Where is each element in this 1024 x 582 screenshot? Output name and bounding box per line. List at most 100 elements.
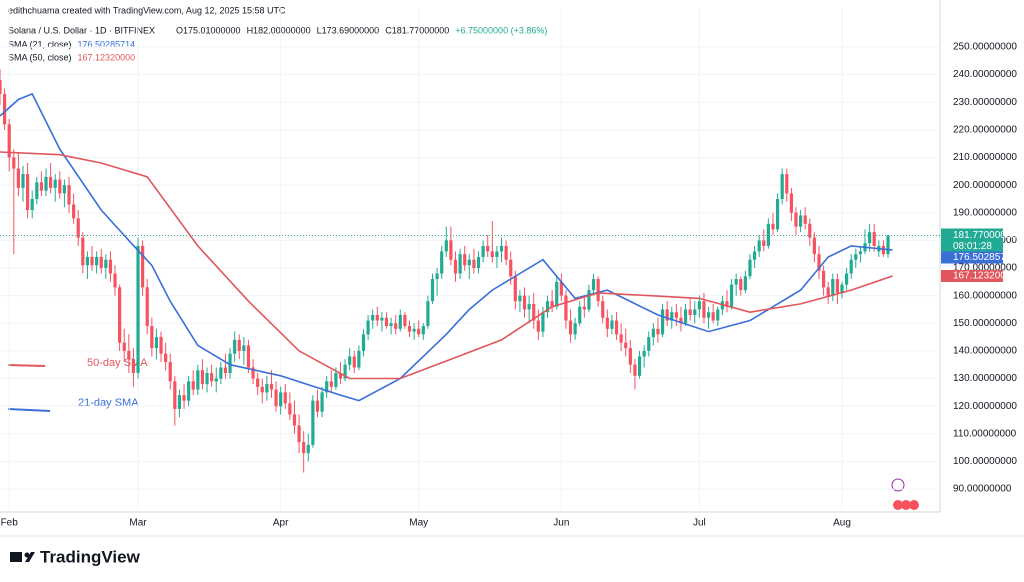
candle-body bbox=[292, 414, 297, 426]
x-tick-label: Aug bbox=[833, 518, 851, 529]
candle-body bbox=[76, 218, 80, 238]
candle-body bbox=[665, 309, 669, 321]
candle-body bbox=[426, 301, 430, 327]
candle-body bbox=[858, 251, 863, 255]
candle-body bbox=[794, 212, 798, 227]
ohlc-label: L173.69000000 bbox=[317, 25, 380, 35]
candle-body bbox=[578, 306, 582, 324]
candle-body bbox=[85, 256, 90, 266]
candle-body bbox=[375, 314, 379, 321]
legend-value: 167.12320000 bbox=[78, 52, 136, 62]
candle-body bbox=[527, 303, 531, 310]
annotation-line bbox=[7, 364, 46, 367]
candle-body bbox=[380, 317, 384, 321]
candle-body bbox=[205, 373, 209, 385]
y-tick-label: 160.00000000 bbox=[953, 290, 1017, 301]
candle-body bbox=[283, 392, 287, 404]
candle-body bbox=[881, 245, 886, 255]
candle-body bbox=[265, 384, 269, 393]
candle-body bbox=[412, 328, 416, 332]
candle-body bbox=[647, 337, 651, 351]
y-tick-label: 210.00000000 bbox=[953, 152, 1017, 163]
candle-body bbox=[670, 312, 674, 321]
candle-body bbox=[472, 259, 476, 269]
legend-entry: SMA (50, close) bbox=[8, 52, 72, 62]
y-tick-label: 170.00000000 bbox=[953, 263, 1017, 274]
candle-body bbox=[536, 320, 540, 332]
candle-body bbox=[118, 287, 122, 343]
candle-body bbox=[449, 240, 453, 260]
candle-body bbox=[131, 359, 136, 374]
candle-body bbox=[693, 309, 697, 315]
candle-body bbox=[182, 395, 186, 401]
candle-body bbox=[660, 309, 665, 335]
candle-body bbox=[384, 317, 389, 327]
candle-body bbox=[361, 334, 366, 351]
candle-body bbox=[716, 309, 720, 321]
candle-body bbox=[499, 245, 504, 252]
credit: edithchuama created with TradingView.com… bbox=[8, 5, 286, 15]
y-tick-label: 150.00000000 bbox=[953, 318, 1017, 329]
candle-body bbox=[371, 314, 375, 321]
candle-body bbox=[53, 179, 57, 188]
candle-body bbox=[352, 356, 356, 368]
candle-body bbox=[274, 389, 278, 407]
x-tick-label: Apr bbox=[273, 518, 289, 529]
candle-body bbox=[656, 328, 660, 335]
candle-body bbox=[219, 367, 223, 379]
candle-body bbox=[237, 339, 241, 351]
candle-body bbox=[633, 364, 637, 376]
candle-body bbox=[269, 384, 274, 390]
candle-body bbox=[228, 353, 232, 374]
candle-body bbox=[725, 301, 729, 307]
candle-body bbox=[849, 259, 853, 274]
candle-body bbox=[39, 182, 44, 191]
candle-body bbox=[288, 403, 292, 415]
candle-body bbox=[729, 284, 734, 307]
price-badge bbox=[941, 228, 1003, 253]
candle-body bbox=[762, 240, 766, 246]
candle-body bbox=[389, 323, 393, 327]
candle-body bbox=[831, 279, 835, 296]
candle-body bbox=[417, 328, 421, 335]
candle-body bbox=[835, 279, 839, 293]
candle-body bbox=[559, 281, 563, 296]
brand: TradingView bbox=[40, 547, 141, 566]
candle-body bbox=[196, 370, 200, 390]
candle-body bbox=[453, 259, 458, 274]
candle-body bbox=[35, 182, 39, 199]
candle-body bbox=[430, 279, 435, 302]
ohlc-label: C181.77000000 bbox=[385, 25, 449, 35]
candle-body bbox=[159, 337, 163, 354]
candle-body bbox=[637, 356, 642, 376]
candle-body bbox=[187, 381, 191, 401]
candle-body bbox=[223, 367, 228, 374]
candle-body bbox=[476, 256, 481, 269]
logo bbox=[10, 552, 35, 562]
candle-body bbox=[164, 353, 168, 362]
candle-body bbox=[95, 256, 99, 266]
candle-body bbox=[214, 378, 218, 382]
candle-body bbox=[605, 317, 609, 329]
candle-body bbox=[513, 276, 517, 302]
candle-body bbox=[302, 442, 306, 454]
candle-body bbox=[467, 259, 471, 266]
candle-body bbox=[0, 80, 2, 94]
y-tick-label: 230.00000000 bbox=[953, 97, 1017, 108]
candle-body bbox=[545, 301, 550, 313]
annotation-line bbox=[7, 408, 51, 412]
x-tick-label: Jul bbox=[693, 518, 706, 529]
candle-body bbox=[679, 317, 683, 324]
annotation: 21-day SMA bbox=[78, 397, 139, 409]
ohlc-label: H182.00000000 bbox=[247, 25, 311, 35]
candle-body bbox=[785, 174, 789, 194]
candle-body bbox=[808, 223, 812, 238]
legend-value: 176.50285714 bbox=[78, 39, 136, 49]
candle-body bbox=[49, 176, 53, 188]
candle-body bbox=[522, 295, 527, 310]
candle-body bbox=[541, 312, 545, 332]
candle-body bbox=[711, 312, 715, 321]
candle-body bbox=[320, 392, 324, 412]
candle-body bbox=[136, 245, 140, 374]
y-tick-label: 250.00000000 bbox=[953, 42, 1017, 53]
